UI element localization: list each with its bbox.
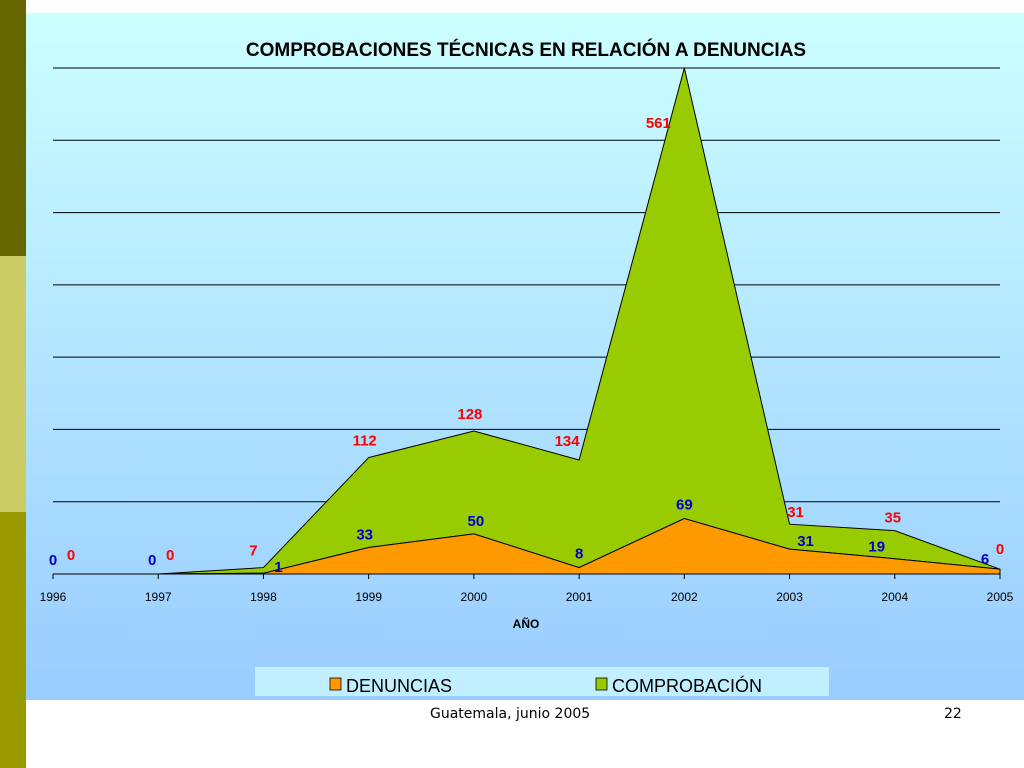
data-label-comprobacion: 7: [249, 543, 257, 560]
data-label-comprobacion: 31: [787, 504, 804, 521]
data-label-denuncias: 1: [274, 559, 282, 576]
data-label-comprobacion: 35: [884, 510, 901, 527]
chart-background: [26, 13, 1024, 700]
data-label-denuncias: 0: [148, 552, 156, 569]
data-label-comprobacion: 128: [457, 406, 482, 423]
x-tick-label: 1997: [145, 590, 172, 604]
data-label-comprobacion: 561: [646, 115, 671, 132]
data-label-denuncias: 33: [356, 526, 373, 543]
data-label-denuncias: 19: [868, 539, 885, 556]
data-label-comprobacion: 0: [67, 547, 75, 564]
area-denuncias: [53, 518, 1001, 575]
data-label-denuncias: 8: [575, 546, 583, 563]
left-stripe-dark: [0, 0, 26, 256]
legend-label-denuncias: DENUNCIAS: [346, 676, 452, 696]
area-comprobacion: [53, 67, 1001, 575]
x-axis-label: AÑO: [513, 616, 540, 631]
data-label-denuncias: 6: [981, 551, 989, 568]
x-tick-label: 1996: [40, 590, 67, 604]
area-chart: COMPROBACIONES TÉCNICAS EN RELACIÓN A DE…: [40, 39, 1014, 696]
data-label-comprobacion: 0: [996, 541, 1004, 558]
x-tick-label: 2000: [461, 590, 488, 604]
data-label-comprobacion: 0: [166, 547, 174, 564]
grid-lines: [53, 67, 1000, 503]
data-label-denuncias: 31: [797, 533, 814, 550]
x-tick-label: 1998: [250, 590, 277, 604]
x-tick-label: 1999: [355, 590, 382, 604]
chart-title: COMPROBACIONES TÉCNICAS EN RELACIÓN A DE…: [246, 39, 806, 61]
data-label-denuncias: 69: [676, 497, 693, 514]
page-number: 22: [944, 706, 962, 722]
data-label-denuncias: 0: [49, 552, 57, 569]
x-tick-label: 2005: [987, 590, 1014, 604]
footer-text: Guatemala, junio 2005: [430, 706, 591, 722]
x-tick-label: 2002: [671, 590, 698, 604]
x-axis: 1996 1997 1998 1999 2000 2001 2002 2003 2004 2005: [40, 573, 1014, 604]
x-tick-label: 2001: [566, 590, 593, 604]
legend-box: [255, 667, 829, 696]
data-label-comprobacion: 112: [353, 433, 377, 450]
data-label-comprobacion: 134: [555, 433, 581, 450]
legend-label-comprobacion: COMPROBACIÓN: [612, 675, 762, 696]
legend: DENUNCIAS COMPROBACIÓN: [255, 667, 829, 696]
chart-areas: [53, 67, 1001, 575]
data-label-denuncias: 50: [468, 513, 485, 530]
left-stripe-olive: [0, 512, 26, 768]
legend-swatch-denuncias: [329, 677, 342, 691]
x-tick-label: 2004: [881, 590, 908, 604]
left-stripe-light: [0, 256, 26, 512]
legend-swatch-comprobacion: [595, 677, 608, 691]
x-tick-label: 2003: [776, 590, 803, 604]
